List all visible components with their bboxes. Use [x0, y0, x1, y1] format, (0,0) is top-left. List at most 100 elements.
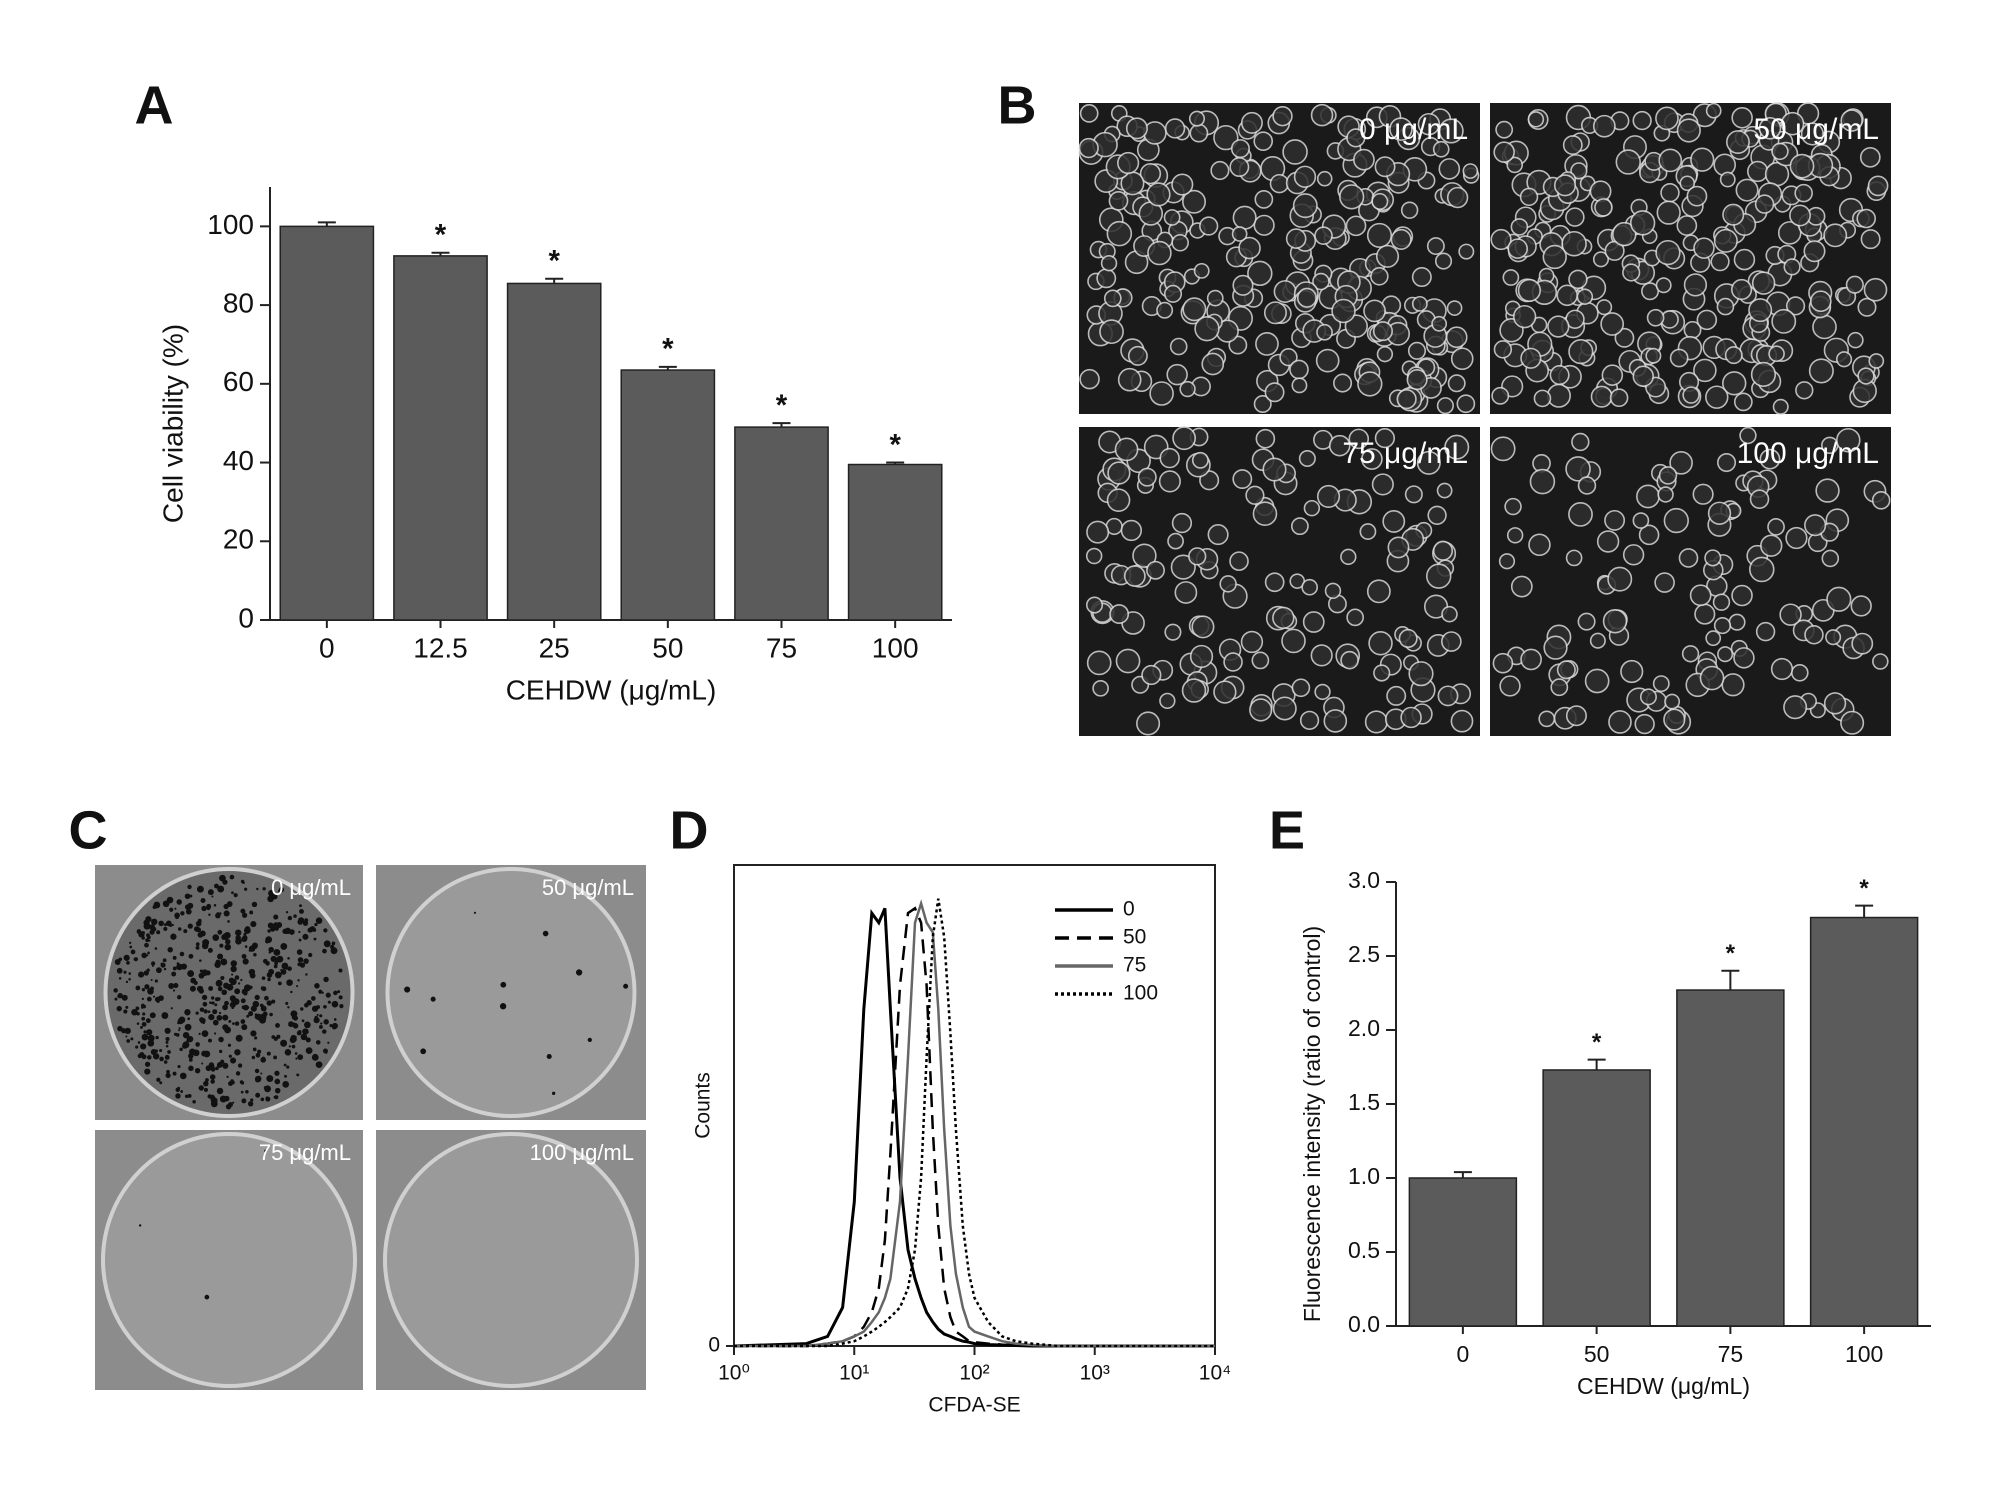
colony — [204, 1294, 210, 1300]
colony — [301, 1019, 305, 1023]
cell — [1232, 469, 1253, 489]
cell — [1232, 274, 1254, 296]
cell — [1590, 385, 1613, 408]
cell — [1364, 710, 1388, 734]
cell — [1117, 151, 1140, 175]
colony — [187, 884, 192, 890]
y-tick-label: 80 — [223, 287, 254, 318]
colony — [274, 1078, 281, 1085]
cell — [1851, 632, 1874, 655]
cell — [1815, 478, 1840, 503]
colony — [297, 957, 304, 963]
colony — [165, 1072, 171, 1079]
colony — [252, 1000, 260, 1008]
cell — [1264, 382, 1285, 403]
image-caption: 75 μg/mL — [1342, 437, 1468, 470]
colony — [241, 1024, 248, 1031]
cell — [1400, 706, 1422, 729]
cell — [1374, 427, 1396, 449]
cell — [1857, 367, 1875, 385]
colony — [230, 960, 238, 967]
x-tick-label: 0 — [319, 632, 335, 663]
colony — [306, 1031, 309, 1034]
colony — [311, 1053, 319, 1061]
cell — [1632, 110, 1652, 131]
panel-label: B — [998, 75, 1037, 135]
colony — [252, 1047, 257, 1052]
cell — [1456, 394, 1476, 414]
colony — [187, 1017, 191, 1021]
colony — [254, 1068, 260, 1074]
cell — [1079, 104, 1099, 123]
colony — [144, 1068, 151, 1075]
cell — [1772, 398, 1789, 415]
cell — [1360, 448, 1383, 470]
colony — [322, 948, 327, 954]
cell — [1490, 436, 1516, 462]
cell — [1596, 299, 1613, 316]
colony — [198, 988, 204, 994]
cell — [1699, 665, 1725, 691]
cell — [1785, 296, 1806, 316]
colony — [184, 1009, 191, 1016]
colony — [155, 967, 162, 974]
colony — [154, 947, 158, 950]
colony — [333, 990, 338, 996]
colony — [285, 1001, 289, 1005]
colony — [147, 1039, 155, 1047]
cell — [1716, 453, 1737, 473]
cell — [1255, 428, 1276, 449]
colony — [210, 996, 215, 1000]
cell — [1426, 237, 1445, 256]
cell — [1589, 180, 1612, 203]
colony — [255, 1092, 261, 1098]
cell — [1132, 543, 1157, 568]
colony — [177, 1021, 180, 1025]
colony — [216, 1087, 224, 1095]
colony — [203, 1009, 208, 1014]
colony — [152, 995, 156, 998]
colony — [138, 971, 145, 978]
colony — [158, 995, 164, 1001]
colony — [296, 1073, 300, 1077]
cell — [1512, 304, 1537, 329]
colony — [288, 1045, 291, 1048]
bar — [393, 255, 488, 621]
colony — [210, 1100, 218, 1108]
cell — [1450, 709, 1474, 733]
cell — [1193, 262, 1210, 279]
cell — [1310, 103, 1334, 127]
cell — [1686, 185, 1708, 207]
cell — [1223, 652, 1243, 672]
x-tick-label: 0 — [1456, 1341, 1469, 1367]
cell — [1789, 153, 1815, 179]
colony — [219, 874, 226, 882]
cell — [1692, 483, 1714, 505]
colony — [188, 1053, 194, 1059]
colony — [287, 915, 293, 921]
cell — [1568, 269, 1588, 290]
colony — [552, 1091, 556, 1095]
colony — [158, 920, 164, 927]
colony — [241, 953, 247, 959]
colony — [313, 1017, 320, 1024]
cell — [1519, 187, 1539, 207]
colony — [141, 1016, 146, 1021]
colony — [623, 983, 629, 989]
cell — [1859, 146, 1881, 168]
colony — [201, 1050, 208, 1057]
colony — [229, 1001, 236, 1008]
cell — [1565, 549, 1583, 567]
colony — [149, 1012, 156, 1019]
cell — [1293, 165, 1317, 188]
colony — [230, 965, 237, 973]
colony — [126, 960, 130, 965]
colony — [170, 1007, 173, 1010]
colony — [207, 1010, 211, 1013]
colony — [268, 968, 275, 975]
cell — [1207, 523, 1229, 546]
colony — [141, 952, 148, 959]
colony — [499, 1003, 507, 1010]
cell — [1750, 361, 1777, 388]
cell — [1156, 301, 1174, 319]
